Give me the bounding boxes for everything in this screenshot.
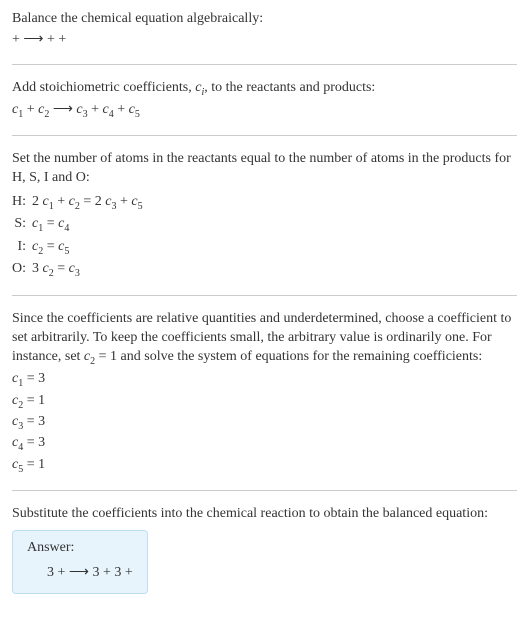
page: Balance the chemical equation algebraica… [0, 0, 529, 622]
arrow-icon: ⟶ [49, 102, 76, 117]
val: = 3 [23, 435, 45, 450]
atoms-table: H: 2 c1 + c2 = 2 c3 + c5 S: c1 = c4 I: c… [12, 192, 149, 281]
choose-text: Since the coefficients are relative quan… [12, 310, 517, 368]
answer-equation: 3 + ⟶ 3 + 3 + [27, 564, 133, 583]
intro-equation: + ⟶ + + [12, 31, 517, 50]
op: = [43, 216, 58, 231]
element-label: H: [12, 192, 32, 214]
plus: + [23, 102, 38, 117]
plus: + [88, 102, 103, 117]
coefficient-values: c1 = 3 c2 = 1 c3 = 3 c4 = 3 c5 = 1 [12, 370, 517, 475]
atom-equation: c1 = c4 [32, 214, 149, 236]
add-coefficients-block: Add stoichiometric coefficients, ci, to … [12, 79, 517, 122]
divider [12, 295, 517, 296]
atom-equation: 3 c2 = c3 [32, 259, 149, 281]
val: = 3 [23, 371, 45, 386]
sub: 5 [64, 246, 69, 257]
op: + [116, 194, 131, 209]
table-row: S: c1 = c4 [12, 214, 149, 236]
arrow-icon: ⟶ [23, 32, 43, 47]
element-label: O: [12, 259, 32, 281]
choose-block: Since the coefficients are relative quan… [12, 310, 517, 476]
op: = [43, 239, 58, 254]
atom-equation: c2 = c5 [32, 237, 149, 259]
op: = 2 [80, 194, 105, 209]
answer-lhs: 3 + [47, 565, 69, 580]
coef-line: c2 = 1 [12, 392, 517, 412]
coef-line: c1 = 3 [12, 370, 517, 390]
text: Add stoichiometric coefficients, [12, 80, 195, 95]
add-coeff-text: Add stoichiometric coefficients, ci, to … [12, 79, 517, 99]
text: = 1 and solve the system of equations fo… [95, 349, 482, 364]
op: + [54, 194, 69, 209]
val: = 1 [23, 457, 45, 472]
coef-line: c3 = 3 [12, 413, 517, 433]
atoms-block: Set the number of atoms in the reactants… [12, 150, 517, 281]
element-label: I: [12, 237, 32, 259]
substitute-text: Substitute the coefficients into the che… [12, 505, 517, 524]
op: = [54, 261, 69, 276]
val: = 3 [23, 414, 45, 429]
arrow-icon: ⟶ [69, 565, 89, 580]
table-row: O: 3 c2 = c3 [12, 259, 149, 281]
intro-lhs: + [12, 32, 23, 47]
atom-equation: 2 c1 + c2 = 2 c3 + c5 [32, 192, 149, 214]
divider [12, 135, 517, 136]
coef-line: c4 = 3 [12, 434, 517, 454]
intro-block: Balance the chemical equation algebraica… [12, 10, 517, 50]
num: 2 [32, 194, 43, 209]
answer-box: Answer: 3 + ⟶ 3 + 3 + [12, 530, 148, 594]
answer-rhs: 3 + 3 + [89, 565, 133, 580]
intro-rhs: + + [47, 32, 66, 47]
coef-line: c5 = 1 [12, 456, 517, 476]
intro-line1: Balance the chemical equation algebraica… [12, 10, 517, 29]
sub: 4 [64, 223, 69, 234]
coeff-equation: c1 + c2 ⟶ c3 + c4 + c5 [12, 101, 517, 121]
table-row: I: c2 = c5 [12, 237, 149, 259]
answer-label: Answer: [27, 539, 133, 558]
c5-sub: 5 [135, 109, 140, 120]
sub: 5 [138, 201, 143, 212]
text: , to the reactants and products: [204, 80, 375, 95]
val: = 1 [23, 393, 45, 408]
plus: + [114, 102, 129, 117]
sub: 3 [75, 268, 80, 279]
divider [12, 64, 517, 65]
substitute-block: Substitute the coefficients into the che… [12, 505, 517, 594]
table-row: H: 2 c1 + c2 = 2 c3 + c5 [12, 192, 149, 214]
element-label: S: [12, 214, 32, 236]
num: 3 [32, 261, 43, 276]
divider [12, 490, 517, 491]
atoms-intro: Set the number of atoms in the reactants… [12, 150, 517, 188]
